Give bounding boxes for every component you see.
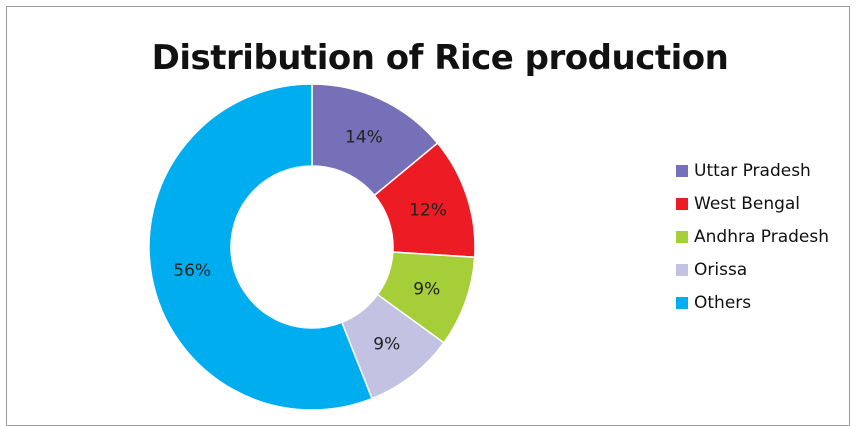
- data-label: 12%: [409, 200, 447, 220]
- legend-label: Uttar Pradesh: [694, 160, 811, 181]
- data-label: 9%: [413, 279, 440, 299]
- legend-label: Andhra Pradesh: [694, 226, 830, 247]
- legend-item: West Bengal: [676, 187, 829, 220]
- donut-slice-others: [148, 83, 373, 411]
- legend-swatch: [676, 263, 688, 276]
- legend-swatch: [676, 164, 688, 177]
- data-label: 9%: [373, 334, 400, 354]
- legend-label: Orissa: [694, 259, 748, 280]
- legend-swatch: [676, 230, 688, 243]
- legend-label: Others: [694, 292, 752, 313]
- data-label: 56%: [173, 261, 211, 281]
- legend-item: Andhra Pradesh: [676, 220, 829, 253]
- chart-legend: Uttar Pradesh West Bengal Andhra Pradesh…: [676, 154, 829, 319]
- legend-label: West Bengal: [694, 193, 801, 214]
- chart-title: Distribution of Rice production: [151, 38, 729, 78]
- legend-swatch: [676, 296, 688, 309]
- data-label: 14%: [345, 128, 383, 148]
- legend-item: Orissa: [676, 253, 829, 286]
- legend-swatch: [676, 197, 688, 210]
- legend-item: Uttar Pradesh: [676, 154, 829, 187]
- legend-item: Others: [676, 286, 829, 319]
